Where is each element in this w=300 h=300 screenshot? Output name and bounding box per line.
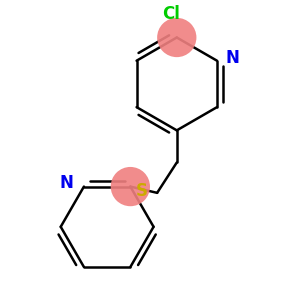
Text: S: S [136, 182, 148, 200]
Text: Cl: Cl [163, 5, 180, 23]
Circle shape [111, 167, 150, 206]
Circle shape [157, 18, 197, 57]
Text: N: N [225, 49, 239, 67]
Text: N: N [60, 174, 74, 192]
